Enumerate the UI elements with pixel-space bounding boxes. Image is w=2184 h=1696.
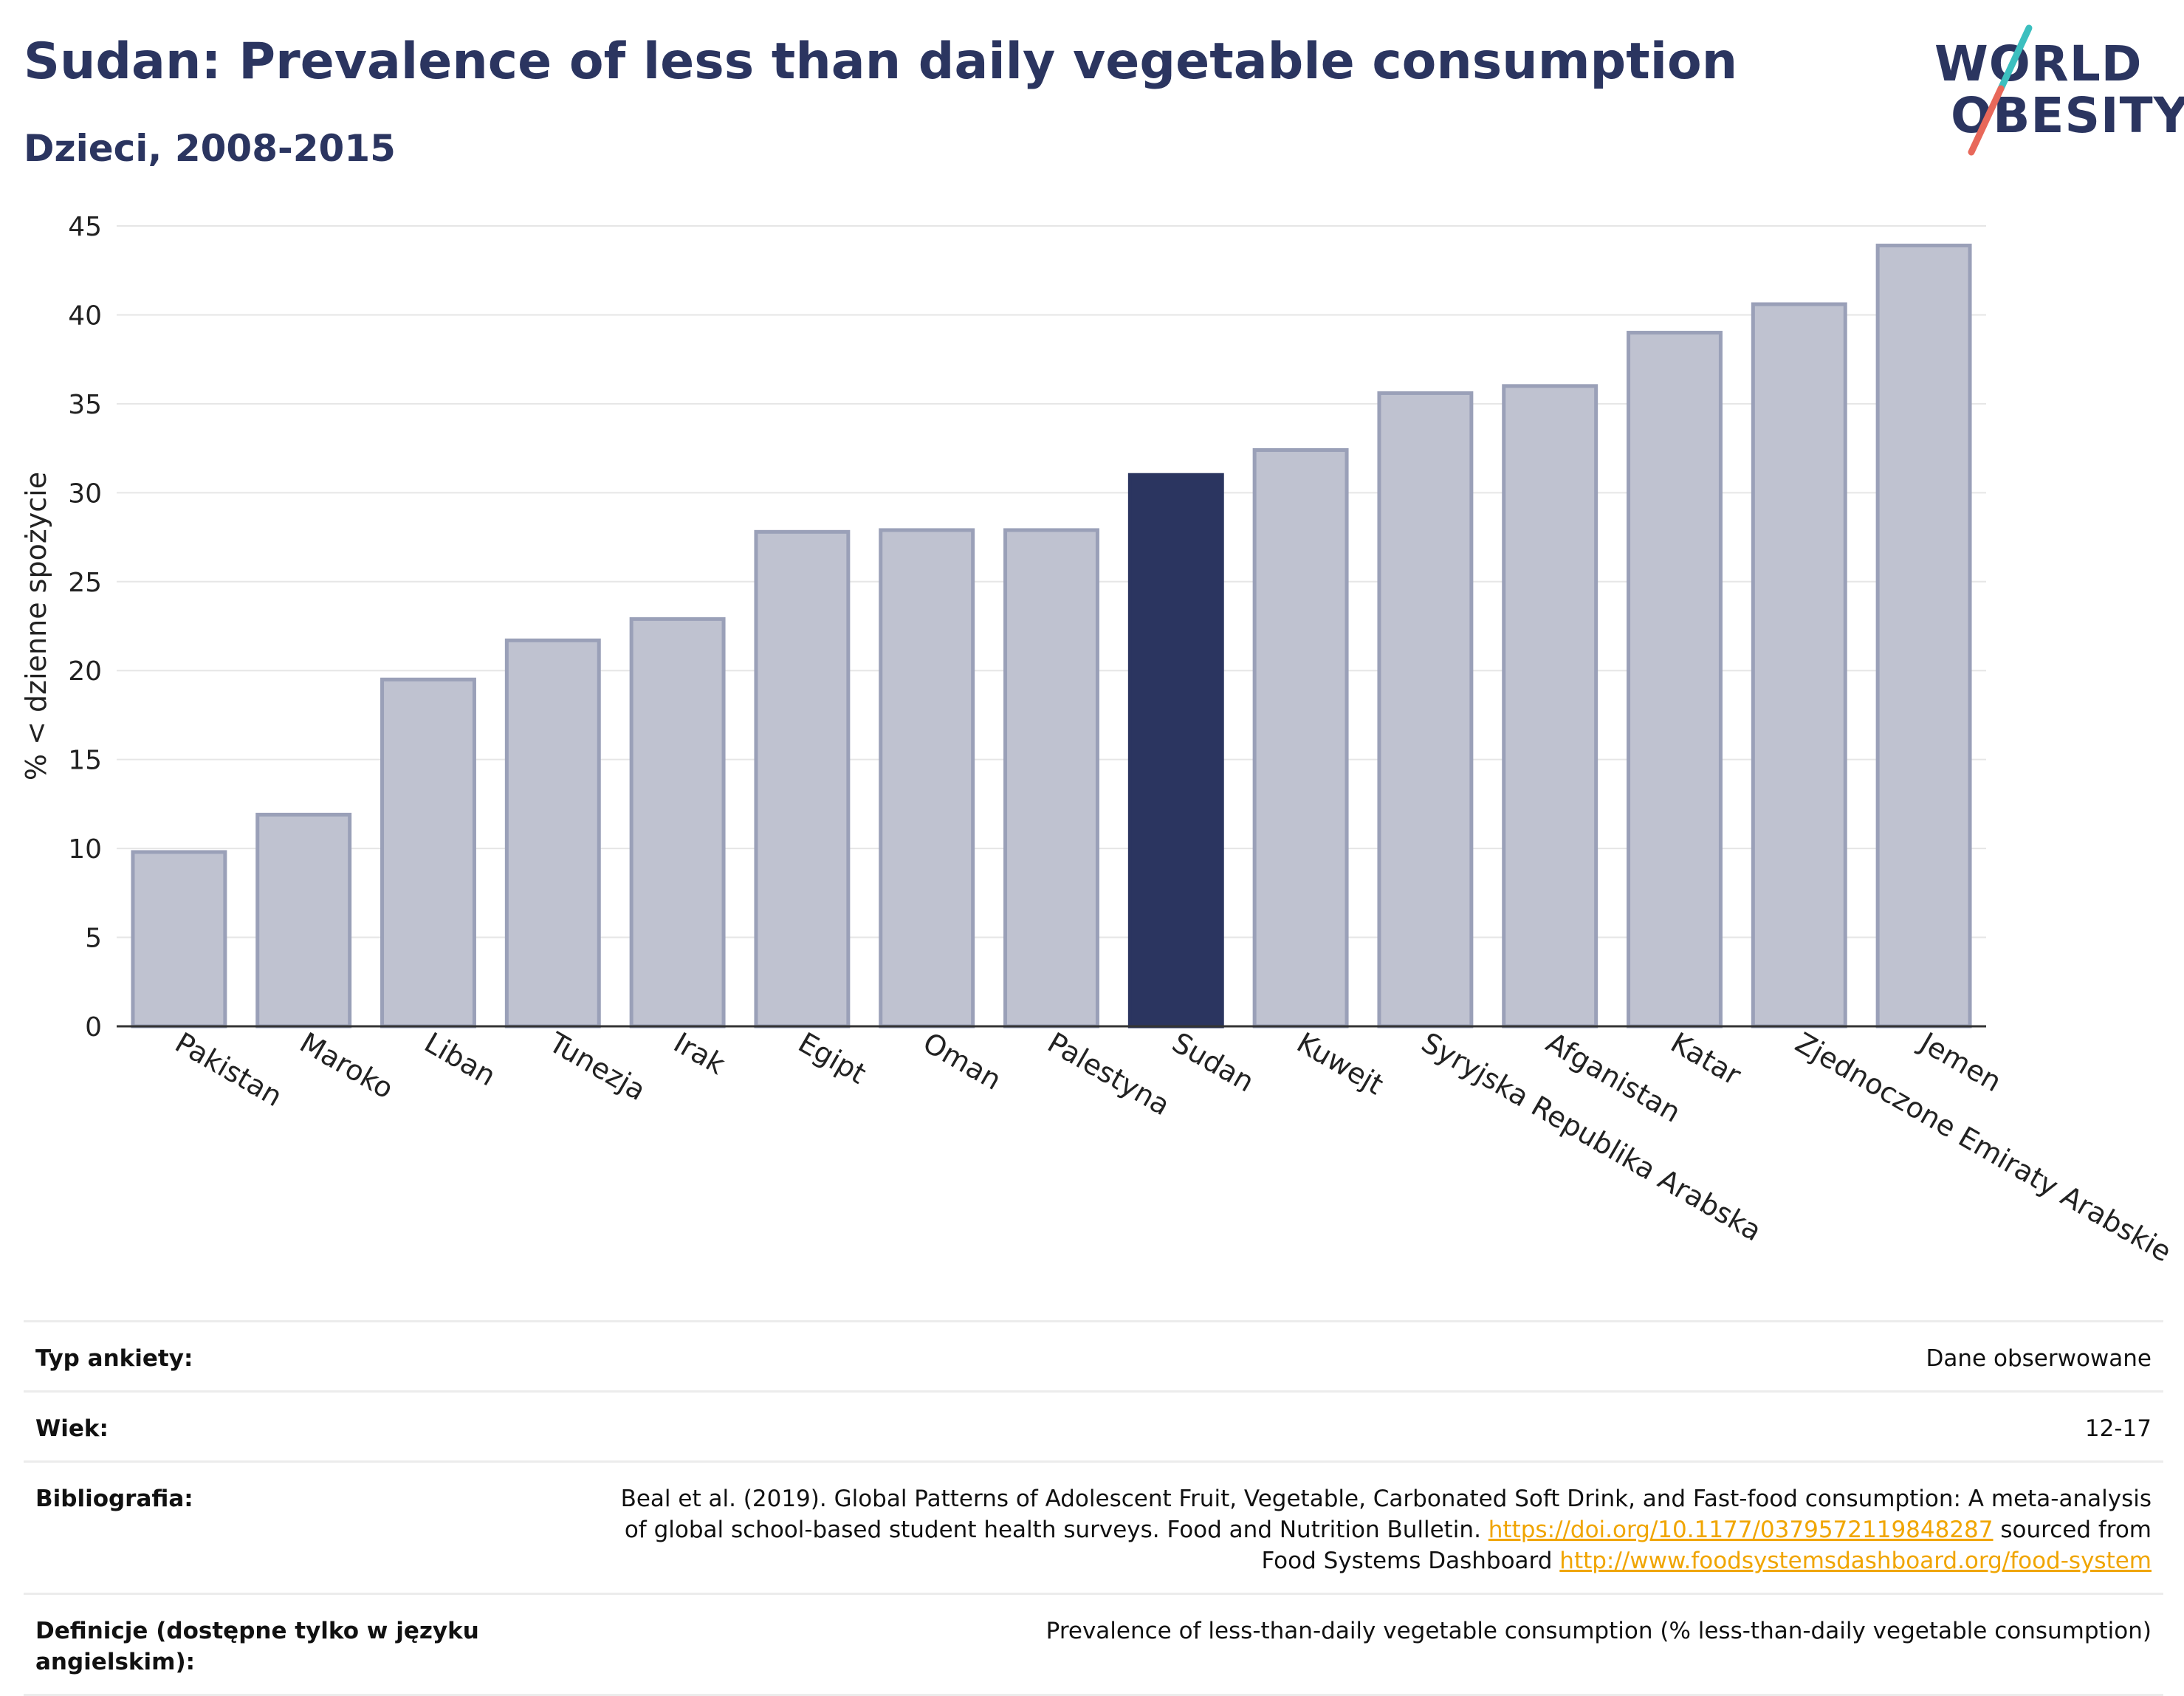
bibliography-suffix: sourced from [2000, 1517, 2152, 1543]
y-tick-label: 10 [68, 834, 102, 865]
info-label: Wiek: [35, 1415, 109, 1442]
x-tick-label: Katar [1666, 1026, 1747, 1092]
x-tick-label: Pakistan [170, 1026, 288, 1113]
y-tick-label: 0 [85, 1012, 102, 1043]
x-tick-label: Sudan [1167, 1026, 1260, 1099]
bar-liban [380, 677, 476, 1029]
x-tick-labels: Pakistan Maroko Liban Tunezja Irak Egipt Oman P… [170, 1026, 2177, 1268]
x-tick-label: Palestyna [1043, 1026, 1175, 1122]
x-tick-label: Liban [419, 1026, 501, 1093]
chart-title: Sudan: Prevalence of less than daily veg… [24, 32, 1738, 91]
logo-slash-icon [1968, 24, 2033, 156]
bibliography-line-1: Beal et al. (2019). Global Patterns of A… [620, 1486, 2152, 1512]
food-systems-link[interactable]: http://www.foodsystemsdashboard.org/food… [1559, 1548, 2152, 1574]
bar-jemen [1875, 243, 1972, 1029]
x-tick-label: Tunezja [543, 1026, 651, 1107]
y-tick-label: 5 [85, 924, 102, 954]
bar-katar [1627, 331, 1723, 1029]
bar-zjednoczone-emiraty-arabskie [1751, 302, 1847, 1029]
bibliography-line-3: Food Systems Dashboard http://www.foodsy… [508, 1545, 2152, 1576]
bar-egipt [754, 529, 851, 1029]
y-tick-label: 20 [68, 656, 102, 687]
info-value: Beal et al. (2019). Global Patterns of A… [508, 1483, 2152, 1576]
bar-afganistan [1502, 384, 1598, 1029]
x-tick-label: Irak [668, 1026, 730, 1081]
x-tick-label: Jemen [1913, 1026, 2007, 1099]
info-row-age: Wiek: 12-17 [24, 1390, 2163, 1460]
bar-sudan [1127, 473, 1224, 1029]
info-value: Dane obserwowane [1926, 1345, 2152, 1372]
y-tick-labels: 0 5 10 15 20 25 30 35 40 45 [68, 212, 102, 1043]
y-tick-label: 40 [68, 301, 102, 331]
y-tick-label: 25 [68, 568, 102, 598]
info-label: Bibliografia: [35, 1486, 193, 1512]
info-row-survey-type: Typ ankiety: Dane obserwowane [24, 1320, 2163, 1390]
doi-link[interactable]: https://doi.org/10.1177/0379572119848287 [1488, 1517, 1994, 1543]
bar-pakistan [131, 850, 227, 1029]
info-label: Typ ankiety: [35, 1345, 193, 1372]
info-label: Definicje (dostępne tylko w języku angie… [35, 1618, 479, 1675]
x-tick-label: Maroko [295, 1026, 399, 1105]
bibliography-source: Food Systems Dashboard [1261, 1548, 1553, 1574]
x-tick-label: Oman [918, 1026, 1007, 1096]
y-tick-label: 30 [68, 478, 102, 509]
bar-kuwejt [1252, 448, 1349, 1029]
info-row-definitions: Definicje (dostępne tylko w języku angie… [24, 1593, 2163, 1696]
bars [131, 243, 1972, 1029]
info-value: 12-17 [2084, 1415, 2152, 1442]
info-row-bibliography: Bibliografia: Beal et al. (2019). Global… [24, 1460, 2163, 1593]
y-tick-label: 45 [68, 212, 102, 242]
x-tick-label: Kuwejt [1291, 1026, 1389, 1102]
bibliography-text: of global school-based student health su… [624, 1517, 1481, 1543]
info-table: Typ ankiety: Dane obserwowane Wiek: 12-1… [24, 1320, 2163, 1696]
bar-irak [629, 617, 726, 1029]
x-tick-label: Egipt [793, 1026, 872, 1091]
bar-chart: 0 5 10 15 20 25 30 35 40 45 Pakistan Maroko Liban Tu… [20, 212, 2177, 1268]
y-tick-label: 35 [68, 390, 102, 420]
y-tick-label: 15 [68, 746, 102, 776]
info-value: Prevalence of less-than-daily vegetable … [1045, 1618, 2152, 1644]
bar-palestyna [1003, 528, 1099, 1029]
chart-subtitle: Dzieci, 2008-2015 [24, 127, 396, 170]
logo-word-world: WORLD [1934, 35, 2143, 92]
bar-oman [879, 528, 975, 1029]
bar-tunezja [504, 638, 601, 1029]
y-axis-label: % < dzienne spożycie [20, 472, 52, 780]
world-obesity-logo: WORLD OBESITY [1920, 22, 2184, 162]
bibliography-line-2: of global school-based student health su… [508, 1514, 2152, 1545]
bar-maroko [255, 812, 352, 1029]
bar-syryjska-republika-arabska [1377, 391, 1474, 1029]
